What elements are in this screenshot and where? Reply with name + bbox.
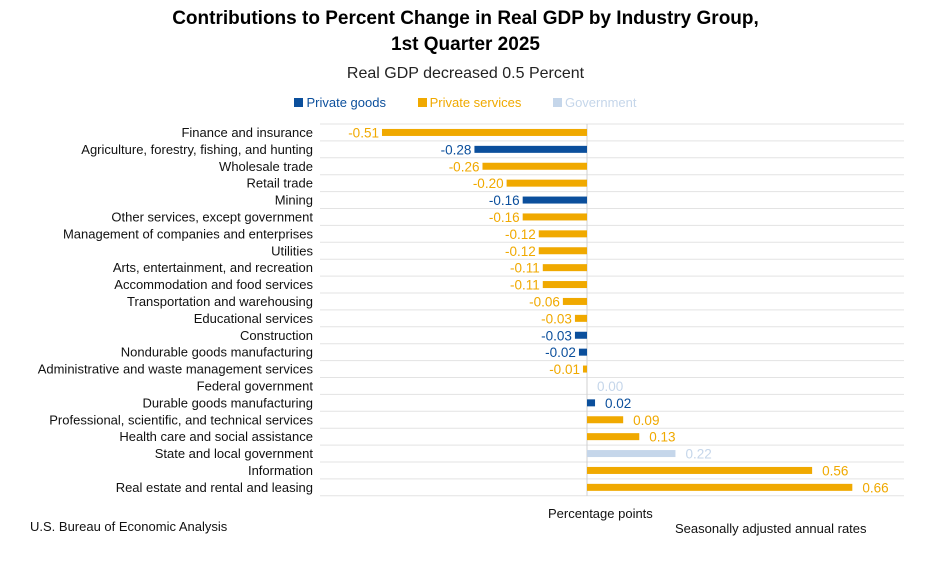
chart-legend: Private goods Private services Governmen… (0, 95, 931, 110)
bar (542, 264, 587, 272)
bar (542, 281, 587, 289)
category-label: Professional, scientific, and technical … (49, 412, 313, 427)
bar (522, 213, 587, 221)
chart-title: Contributions to Percent Change in Real … (0, 6, 931, 58)
category-label: Agriculture, forestry, fishing, and hunt… (81, 142, 313, 157)
category-label: Utilities (271, 243, 313, 258)
category-label: Transportation and warehousing (127, 294, 313, 309)
legend-item-private-goods: Private goods (294, 95, 386, 110)
category-label: Real estate and rental and leasing (116, 480, 313, 495)
category-label: State and local government (155, 446, 314, 461)
legend-item-government: Government (552, 95, 637, 110)
data-label: -0.16 (489, 193, 520, 208)
data-label: -0.11 (510, 278, 540, 293)
category-label: Administrative and waste management serv… (38, 362, 314, 377)
legend-label-private-services: Private services (429, 95, 522, 110)
data-label: -0.03 (541, 328, 572, 343)
bar (578, 348, 587, 356)
data-label: -0.03 (541, 311, 572, 326)
bar (474, 145, 587, 153)
category-label: Other services, except government (111, 209, 313, 224)
bar (587, 433, 640, 441)
chart-title-line1: Contributions to Percent Change in Real … (172, 8, 759, 29)
category-label: Finance and insurance (181, 125, 313, 140)
category-label: Arts, entertainment, and recreation (113, 260, 313, 275)
data-label: -0.11 (510, 261, 540, 276)
bar (587, 399, 596, 407)
data-label: -0.12 (505, 227, 536, 242)
category-label: Mining (275, 193, 313, 208)
data-label: -0.16 (489, 210, 520, 225)
legend-item-private-services: Private services (417, 95, 522, 110)
bar (582, 365, 587, 373)
bar (381, 128, 587, 136)
bar (574, 314, 587, 322)
category-label: Nondurable goods manufacturing (121, 345, 313, 360)
seasonal-note: Seasonally adjusted annual rates (675, 521, 867, 536)
legend-label-private-goods: Private goods (306, 95, 386, 110)
data-label: -0.12 (505, 244, 536, 259)
category-label: Health care and social assistance (119, 429, 313, 444)
data-label: -0.01 (549, 362, 580, 377)
category-label: Management of companies and enterprises (63, 226, 314, 241)
bar (574, 331, 587, 339)
x-axis-label: Percentage points (548, 506, 653, 521)
data-label: 0.00 (597, 379, 623, 394)
bar (538, 230, 587, 238)
category-label: Retail trade (247, 176, 313, 191)
category-label: Accommodation and food services (114, 277, 313, 292)
legend-swatch-private-services (417, 98, 427, 107)
data-label: -0.28 (441, 142, 472, 157)
bar (587, 450, 676, 458)
category-label: Federal government (197, 378, 314, 393)
data-label: -0.06 (529, 294, 560, 309)
chart-subtitle: Real GDP decreased 0.5 Percent (346, 65, 585, 82)
data-label: -0.02 (545, 345, 576, 360)
chart-title-line2: 1st Quarter 2025 (391, 34, 540, 55)
source-note: U.S. Bureau of Economic Analysis (30, 519, 228, 534)
category-label: Educational services (194, 311, 314, 326)
data-label: 0.02 (605, 396, 631, 411)
data-label: 0.66 (862, 480, 888, 495)
data-label: -0.20 (473, 176, 504, 191)
category-label: Durable goods manufacturing (142, 395, 313, 410)
bar (587, 483, 853, 491)
legend-swatch-government (552, 98, 562, 107)
data-label: 0.13 (649, 430, 675, 445)
data-label: 0.22 (685, 447, 711, 462)
data-label: 0.56 (822, 463, 848, 478)
bar (522, 196, 587, 204)
bar (482, 162, 587, 170)
bar (538, 247, 587, 255)
legend-swatch-private-goods (294, 98, 304, 107)
bar (506, 179, 587, 187)
legend-label-government: Government (564, 95, 637, 110)
bar (587, 416, 624, 424)
bar (587, 466, 813, 474)
data-label: -0.26 (449, 159, 480, 174)
category-label: Wholesale trade (219, 159, 313, 174)
data-label: 0.09 (633, 413, 659, 428)
data-label: -0.51 (348, 125, 379, 140)
bar (562, 297, 587, 305)
category-label: Construction (240, 328, 313, 343)
category-label: Information (248, 463, 313, 478)
